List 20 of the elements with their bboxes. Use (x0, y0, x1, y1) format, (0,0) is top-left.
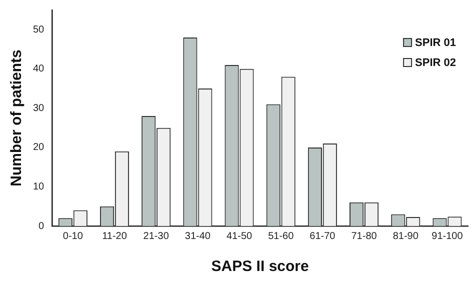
x-tick-label: 91-100 (432, 230, 464, 242)
y-tick-label: 40 (33, 64, 45, 75)
y-tick-label: 0 (38, 220, 45, 232)
x-tick-label: 61-70 (310, 230, 336, 242)
x-axis-title: SAPS II score (211, 258, 309, 276)
x-tick-label: 21-30 (143, 230, 170, 242)
y-tick-label: 20 (33, 142, 45, 154)
x-tick-label: 81-90 (392, 230, 419, 242)
x-tick-label: 41-50 (226, 230, 252, 242)
x-tick-label: 51-60 (268, 230, 294, 242)
y-tick-label: 10 (33, 181, 45, 192)
legend-label: SPIR 01 (415, 37, 456, 50)
y-tick-label: 50 (33, 24, 45, 36)
x-tick-label: 11-20 (102, 230, 128, 242)
x-tick-label: 31-40 (184, 230, 211, 242)
y-axis-title: Number of patients (8, 50, 26, 186)
y-tick-label: 30 (33, 102, 45, 114)
x-tick-label: 71-80 (351, 230, 378, 242)
legend-label: SPIR 02 (415, 57, 456, 70)
x-tick-label: 0-10 (62, 230, 84, 242)
